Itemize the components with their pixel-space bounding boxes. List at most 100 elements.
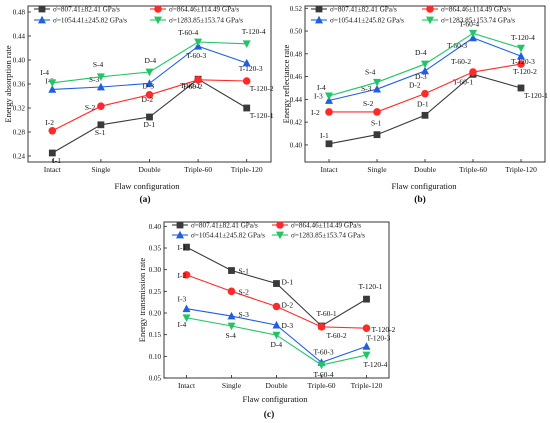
data-point xyxy=(48,127,57,135)
point-label: D-3 xyxy=(282,321,294,330)
legend-marker xyxy=(426,16,434,25)
point-label: S-2 xyxy=(85,103,96,112)
point-label: I-3 xyxy=(178,295,187,304)
point-label: I-1 xyxy=(52,156,61,165)
legend-marker xyxy=(176,230,184,239)
point-label: I-4 xyxy=(40,68,49,77)
y-tick-label: 0.28 xyxy=(13,129,26,137)
data-point xyxy=(97,102,105,110)
point-label: S-3 xyxy=(239,310,250,319)
legend-label: σ̇=1054.41±245.82 GPa/s xyxy=(330,17,404,25)
legend-marker xyxy=(276,221,284,229)
legend-marker xyxy=(154,5,162,13)
data-point xyxy=(242,40,251,48)
legend-marker xyxy=(315,5,323,13)
legend-label: σ̇=864.46±114.49 GPa/s xyxy=(441,6,511,14)
point-label: S-1 xyxy=(371,119,382,128)
point-label: S-2 xyxy=(239,287,250,296)
panel-caption: (b) xyxy=(414,194,426,205)
point-label: S-1 xyxy=(239,267,250,276)
data-point xyxy=(373,84,381,93)
legend-marker xyxy=(38,15,46,24)
point-label: T-60-4 xyxy=(459,19,479,28)
panel-caption: (c) xyxy=(264,409,275,420)
data-point xyxy=(48,79,57,87)
chart-panel-a: 0.24 0.28 0.32 0.36 0.40 0.44 0.48 Intact Single… xyxy=(3,5,274,205)
point-label: I-4 xyxy=(317,83,326,92)
point-label: I-4 xyxy=(178,320,187,329)
data-point xyxy=(469,68,477,76)
y-tick-label: 0.30 xyxy=(149,266,162,274)
legend-label: σ̇=864.46±114.49 GPa/s xyxy=(291,222,361,230)
point-label: S-4 xyxy=(226,331,237,340)
x-tick-label: Double xyxy=(265,381,288,390)
data-point xyxy=(421,66,429,75)
y-tick-label: 0.15 xyxy=(149,331,162,339)
point-label: T-120-1 xyxy=(359,282,383,291)
x-tick-label: Triple-120 xyxy=(351,381,383,390)
point-label: T-120-4 xyxy=(511,33,535,42)
legend-marker xyxy=(176,221,184,229)
point-label: T-120-2 xyxy=(372,325,396,334)
data-point xyxy=(243,104,251,112)
data-point xyxy=(97,121,105,129)
x-tick-label: Triple-120 xyxy=(231,165,263,174)
y-tick-label: 0.10 xyxy=(149,353,162,361)
data-point xyxy=(362,324,371,332)
point-label: D-3 xyxy=(415,72,427,81)
data-point xyxy=(421,89,429,98)
data-point xyxy=(421,111,429,119)
data-point xyxy=(182,314,191,322)
panel-caption: (a) xyxy=(139,194,150,205)
data-point xyxy=(242,58,251,67)
legend-marker xyxy=(426,5,434,13)
y-tick-label: 0.40 xyxy=(290,141,303,149)
data-point xyxy=(145,68,154,77)
y-tick-label: 0.24 xyxy=(13,153,26,161)
y-tick-label: 0.36 xyxy=(13,81,26,89)
legend-label: σ̇=807.41±82.41 GPa/s xyxy=(330,6,397,14)
x-axis-title: Flaw configuration xyxy=(243,394,309,404)
point-label: T-60-3 xyxy=(447,41,467,50)
point-label: D-2 xyxy=(282,301,294,310)
data-point xyxy=(182,271,191,279)
data-point xyxy=(325,140,333,148)
chart-panel-b: 0.40 0.42 0.44 0.46 0.48 0.50 0.52 Intact Single… xyxy=(281,5,548,205)
plot-frame xyxy=(163,221,390,379)
data-point xyxy=(183,243,190,251)
legend-label: σ̇=1283.85±153.74 GPa/s xyxy=(169,17,243,25)
data-point xyxy=(96,73,105,81)
point-label: T-120-3 xyxy=(511,57,535,66)
point-label: D-1 xyxy=(282,278,294,287)
x-tick-label: Triple-60 xyxy=(307,381,335,390)
point-label: T-60-3 xyxy=(186,51,206,60)
point-label: T-60-4 xyxy=(314,370,334,379)
data-point xyxy=(273,280,280,287)
data-point xyxy=(517,51,525,60)
data-point xyxy=(48,85,57,93)
point-label: T-120-4 xyxy=(364,360,388,369)
y-tick-label: 0.40 xyxy=(149,223,162,231)
legend-label: σ̇=1054.41±245.82 GPa/s xyxy=(191,232,265,240)
data-point xyxy=(421,60,429,69)
data-point xyxy=(96,82,105,91)
y-tick-label: 0.20 xyxy=(149,310,162,318)
point-label: D-2 xyxy=(409,81,421,90)
data-point xyxy=(146,113,153,121)
y-tick-label: 0.40 xyxy=(13,57,26,65)
x-tick-label: Single xyxy=(222,381,242,390)
data-point xyxy=(145,91,154,99)
point-label: T-120-3 xyxy=(367,333,391,342)
point-label: D-1 xyxy=(417,99,429,108)
chart-panel-c: 0.05 0.10 0.15 0.20 0.25 0.30 0.35 0.40 Intact Si… xyxy=(137,221,396,420)
legend-marker xyxy=(276,231,284,240)
point-label: S-2 xyxy=(363,99,374,108)
point-label: S-4 xyxy=(93,60,104,69)
data-point xyxy=(362,351,371,360)
y-tick-label: 0.44 xyxy=(290,96,303,104)
data-point xyxy=(517,84,525,92)
y-axis-title: Energy absorption rate xyxy=(3,45,13,122)
x-tick-label: Single xyxy=(91,165,111,174)
x-axis-title: Flaw configuration xyxy=(115,181,181,191)
legend-label: σ̇=807.41±82.41 GPa/s xyxy=(53,6,120,14)
